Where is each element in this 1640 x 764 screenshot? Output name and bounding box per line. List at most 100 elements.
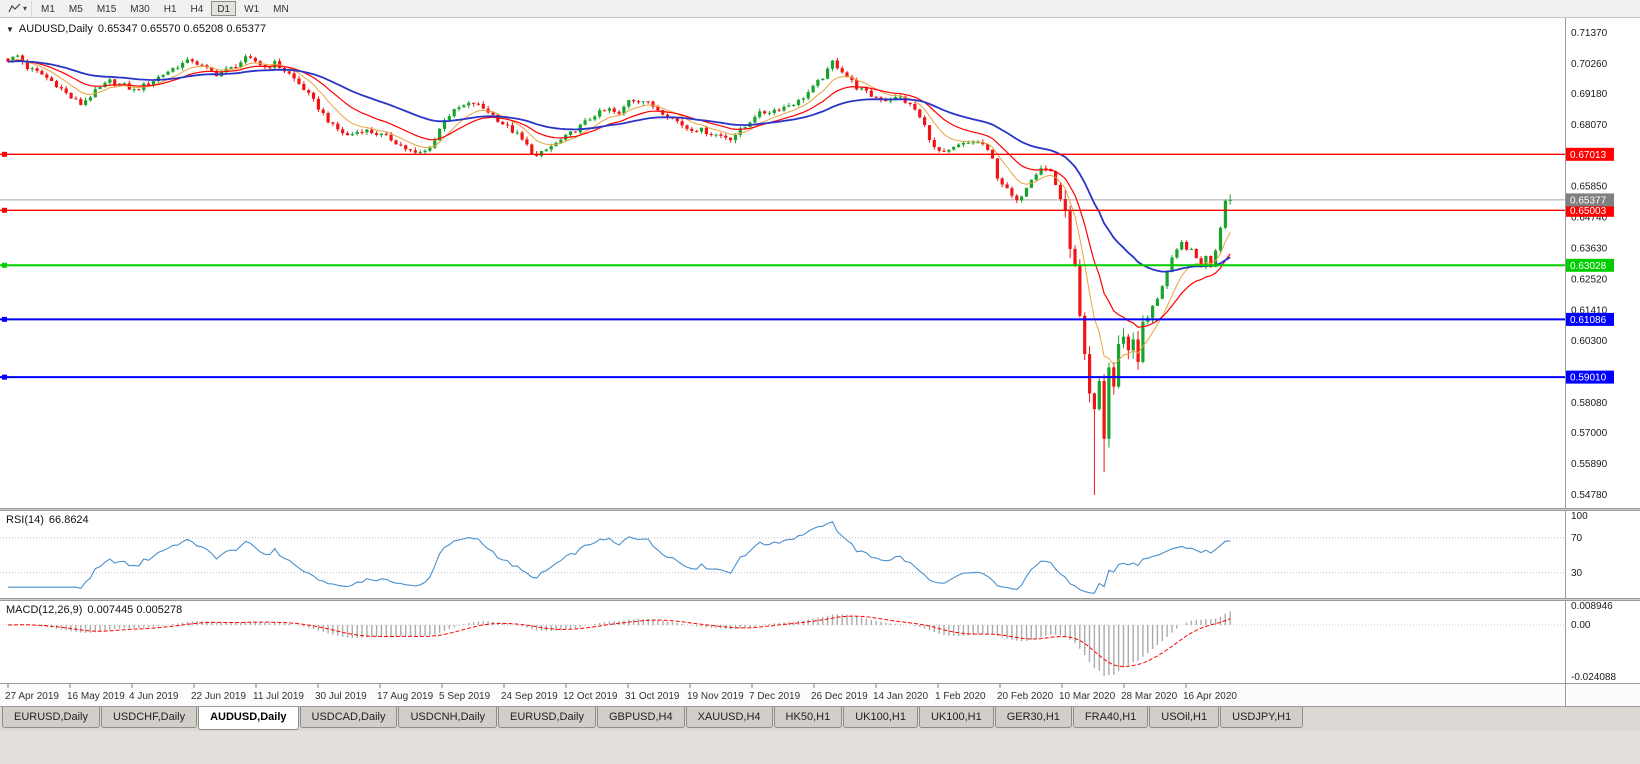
- moving-averages: [7, 58, 1231, 366]
- svg-text:0.64740: 0.64740: [1571, 213, 1608, 224]
- time-label: 16 May 2019: [67, 691, 125, 702]
- chart-tab-xauusd-h4[interactable]: XAUUSD,H4: [685, 707, 773, 728]
- svg-text:0.67013: 0.67013: [1570, 150, 1607, 161]
- time-label: 24 Sep 2019: [501, 691, 558, 702]
- chevron-down-icon: ▾: [23, 3, 28, 13]
- status-bar: [0, 731, 1640, 764]
- svg-text:0.60300: 0.60300: [1571, 336, 1608, 347]
- polyline-icon: [8, 3, 21, 13]
- macd-header: MACD(12,26,9) 0.007445 0.005278: [6, 604, 182, 616]
- time-label: 17 Aug 2019: [377, 691, 434, 702]
- chart-tab-uk100-h1[interactable]: UK100,H1: [843, 707, 918, 728]
- chart-style-tool[interactable]: ▾: [4, 0, 33, 17]
- panel-divider[interactable]: [0, 598, 1640, 601]
- rsi-header: RSI(14) 66.8624: [6, 514, 89, 526]
- timeframe-button-m30[interactable]: M30: [130, 4, 150, 15]
- timeframe-button-w1[interactable]: W1: [244, 4, 260, 15]
- timeframe-button-m1[interactable]: M1: [41, 4, 55, 15]
- timeframe-button-mn[interactable]: MN: [273, 4, 289, 15]
- time-label: 19 Nov 2019: [687, 691, 744, 702]
- chart-tab-usdcnh-daily[interactable]: USDCNH,Daily: [398, 707, 498, 728]
- main-chart[interactable]: 0.71370 0.70260 0.69180 0.68070 0.65850 0.647…: [0, 18, 1640, 508]
- time-label: 22 Jun 2019: [191, 691, 246, 702]
- collapse-triangle-icon[interactable]: ▼: [6, 24, 14, 34]
- svg-text:0.65003: 0.65003: [1570, 206, 1607, 217]
- time-label: 30 Jul 2019: [315, 691, 367, 702]
- rsi-panel[interactable]: 100 70 30: [0, 511, 1640, 598]
- chart-tab-usdchf-daily[interactable]: USDCHF,Daily: [100, 707, 198, 728]
- time-axis[interactable]: 27 Apr 2019 16 May 2019 4 Jun 2019 22 Jun 2…: [0, 683, 1640, 706]
- level-price-label: [1566, 312, 1614, 326]
- svg-text:0.61086: 0.61086: [1570, 315, 1607, 326]
- macd-axis-label: 0.00: [1571, 620, 1591, 631]
- macd-label: MACD(12,26,9): [6, 604, 83, 616]
- time-label: 5 Sep 2019: [439, 691, 491, 702]
- timeframe-button-m15[interactable]: M15: [96, 4, 117, 15]
- chart-tab-hk50-h1[interactable]: HK50,H1: [773, 707, 843, 728]
- panel-divider[interactable]: [0, 508, 1640, 511]
- time-label: 31 Oct 2019: [625, 691, 680, 702]
- time-label: 26 Dec 2019: [811, 691, 868, 702]
- timeframe-button-d1[interactable]: D1: [211, 1, 237, 16]
- svg-text:0.55890: 0.55890: [1571, 459, 1608, 470]
- chart-tab-uk100-h1[interactable]: UK100,H1: [918, 707, 994, 728]
- svg-text:0.62520: 0.62520: [1571, 274, 1608, 285]
- rsi-axis-label: 70: [1571, 533, 1583, 544]
- rsi-label: RSI(14): [6, 514, 44, 526]
- time-label: 16 Apr 2020: [1183, 691, 1237, 702]
- candlestick-series: [6, 54, 1232, 495]
- svg-text:0.71370: 0.71370: [1571, 28, 1608, 39]
- rsi-line: [8, 521, 1231, 594]
- chart-tab-usdjpy-h1[interactable]: USDJPY,H1: [1220, 707, 1304, 728]
- svg-text:0.69180: 0.69180: [1571, 89, 1608, 100]
- macd-values: 0.007445 0.005278: [87, 604, 183, 616]
- chart-tab-bar: EURUSD,Daily USDCHF,Daily AUDUSD,Daily USDC…: [0, 706, 1640, 731]
- svg-text:0.70260: 0.70260: [1571, 59, 1608, 70]
- ma-17-line: [7, 59, 1231, 328]
- timeframe-toolbar: ▾ M1 M5 M15 M30 H1 H4 D1 W1 MN: [0, 0, 1640, 18]
- svg-text:0.58080: 0.58080: [1571, 398, 1608, 409]
- timeframe-button-h1[interactable]: H1: [163, 4, 177, 15]
- rsi-value: 66.8624: [48, 514, 89, 526]
- svg-text:0.65850: 0.65850: [1571, 182, 1608, 193]
- level-price-label: [1566, 258, 1614, 272]
- current-price-label: [1566, 193, 1614, 207]
- time-label: 10 Mar 2020: [1059, 691, 1116, 702]
- time-label: 20 Feb 2020: [997, 691, 1054, 702]
- time-label: 14 Jan 2020: [873, 691, 928, 702]
- svg-text:0.61410: 0.61410: [1571, 305, 1608, 316]
- chart-tab-usoil-h1[interactable]: USOil,H1: [1149, 707, 1220, 728]
- level-price-label: [1566, 147, 1614, 161]
- chart-tab-eurusd-daily[interactable]: EURUSD,Daily: [2, 707, 100, 728]
- svg-text:0.59010: 0.59010: [1570, 373, 1607, 384]
- chart-tab-ger30-h1[interactable]: GER30,H1: [994, 707, 1072, 728]
- macd-histogram: [12, 611, 1231, 676]
- ohlc-quote: 0.65347 0.65570 0.65208 0.65377: [97, 23, 267, 35]
- macd-panel[interactable]: 0.008946 0.00 -0.024088: [0, 601, 1640, 683]
- ma-40-line: [7, 60, 1231, 273]
- time-label: 27 Apr 2019: [5, 691, 59, 702]
- chart-tab-gbpusd-h4[interactable]: GBPUSD,H4: [597, 707, 685, 728]
- ma-8-line: [7, 58, 1231, 366]
- chart-tab-audusd-daily[interactable]: AUDUSD,Daily: [198, 707, 299, 730]
- svg-text:0.57000: 0.57000: [1571, 428, 1608, 439]
- svg-text:0.65377: 0.65377: [1570, 195, 1607, 206]
- timeframe-button-m5[interactable]: M5: [68, 4, 83, 15]
- chart-tab-fra40-h1[interactable]: FRA40,H1: [1072, 707, 1149, 728]
- chart-tab-eurusd-daily[interactable]: EURUSD,Daily: [498, 707, 596, 728]
- svg-text:0.68070: 0.68070: [1571, 120, 1608, 131]
- symbol-period-label: AUDUSD,Daily: [18, 23, 93, 35]
- rsi-axis-label: 30: [1571, 568, 1583, 579]
- level-price-label: [1566, 203, 1614, 217]
- price-axis[interactable]: 0.71370 0.70260 0.69180 0.68070 0.65850 0.647…: [1566, 28, 1614, 501]
- macd-axis-label: -0.024088: [1571, 672, 1616, 683]
- svg-text:0.54780: 0.54780: [1571, 490, 1608, 501]
- timeframe-buttons: M1 M5 M15 M30 H1 H4 D1 W1 MN: [35, 1, 295, 16]
- time-label: 1 Feb 2020: [935, 691, 986, 702]
- macd-signal-line: [7, 615, 1231, 668]
- timeframe-button-h4[interactable]: H4: [190, 4, 204, 15]
- horizontal-level-lines: [0, 151, 1565, 380]
- macd-axis-label: 0.008946: [1571, 601, 1613, 612]
- chart-tab-usdcad-daily[interactable]: USDCAD,Daily: [299, 707, 398, 728]
